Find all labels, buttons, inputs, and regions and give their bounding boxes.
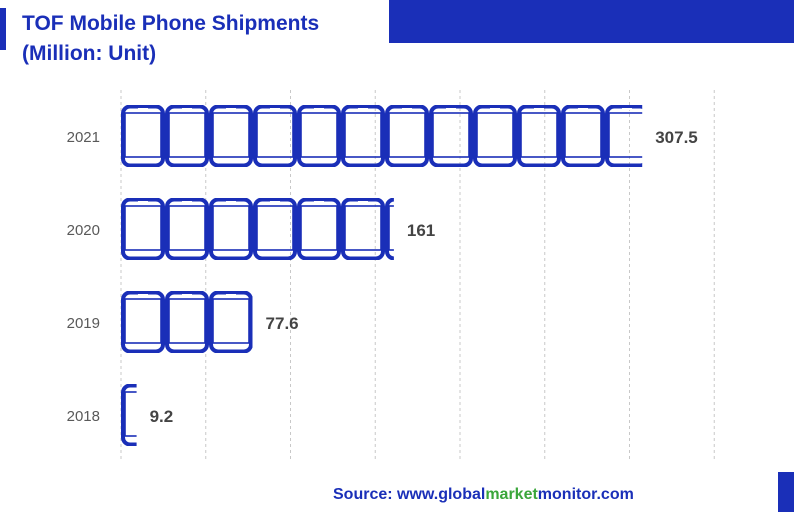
- category-label: 2018: [67, 408, 100, 425]
- mobile-phone-icon: [121, 198, 165, 260]
- chart-title-line-1: TOF Mobile Phone Shipments: [22, 12, 320, 35]
- source-domain-tld: .com: [596, 486, 634, 503]
- source-domain-global: global: [438, 486, 486, 503]
- mobile-phone-icon: [165, 105, 209, 167]
- category-label: 2021: [67, 129, 100, 146]
- mobile-phone-icon: [121, 105, 165, 167]
- accent-bar-left: [0, 8, 6, 50]
- mobile-phone-icon: [253, 105, 297, 167]
- mobile-phone-icon: [561, 105, 605, 167]
- data-label: 77.6: [266, 314, 299, 333]
- mobile-phone-icon: [297, 105, 341, 167]
- header-band: [389, 0, 794, 43]
- mobile-phone-icon: [297, 198, 341, 260]
- mobile-phone-icon: [341, 198, 385, 260]
- bar: [121, 198, 394, 260]
- bar: [121, 105, 643, 167]
- mobile-phone-icon: [473, 105, 517, 167]
- source-prefix: Source: www.: [333, 486, 439, 503]
- category-label: 2020: [67, 222, 100, 239]
- category-label: 2019: [67, 315, 100, 332]
- mobile-phone-icon: [209, 198, 253, 260]
- source-domain-market: market: [485, 486, 538, 503]
- data-label: 161: [407, 221, 435, 240]
- source-credit: Source: www.globalmarketmonitor.com: [333, 486, 634, 504]
- data-label: 9.2: [150, 407, 174, 426]
- mobile-phone-icon: [121, 291, 165, 353]
- data-label: 307.5: [655, 128, 698, 147]
- mobile-phone-icon: [165, 291, 209, 353]
- mobile-phone-icon: [605, 105, 643, 167]
- bar: [121, 291, 253, 353]
- mobile-phone-icon: [517, 105, 561, 167]
- corner-accent-block: [778, 472, 794, 512]
- chart-title: TOF Mobile Phone Shipments (Million: Uni…: [22, 9, 319, 69]
- mobile-phone-icon: [385, 105, 429, 167]
- chart-subtitle: (Million: Unit): [22, 42, 157, 65]
- mobile-phone-icon: [209, 105, 253, 167]
- mobile-phone-icon: [165, 198, 209, 260]
- mobile-phone-icon: [429, 105, 473, 167]
- source-domain-monitor: monitor: [537, 486, 597, 503]
- mobile-phone-icon: [341, 105, 385, 167]
- mobile-phone-icon: [253, 198, 297, 260]
- mobile-phone-icon: [209, 291, 253, 353]
